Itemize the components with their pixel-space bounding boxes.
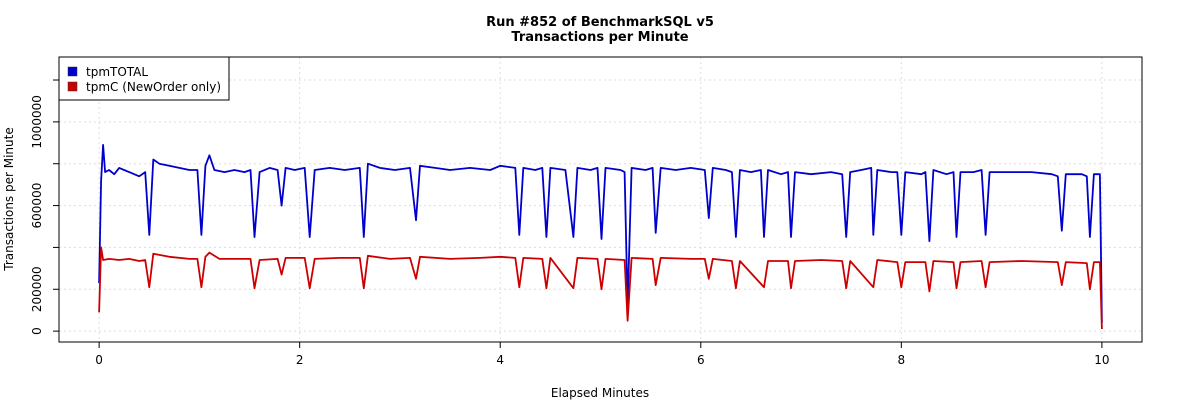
x-tick-label: 4 xyxy=(496,353,504,367)
chart-subtitle: Transactions per Minute xyxy=(511,30,688,45)
x-tick-label: 10 xyxy=(1094,353,1109,367)
x-axis-label: Elapsed Minutes xyxy=(551,386,649,400)
y-tick-label: 600000 xyxy=(30,183,44,229)
y-tick-label: 0 xyxy=(30,327,44,335)
y-tick-label: 200000 xyxy=(30,266,44,312)
series-line-tpmc xyxy=(98,246,1103,330)
series-lines xyxy=(98,144,1103,330)
plot-frame xyxy=(58,56,1143,343)
legend-label-tpmc: tpmC (NewOrder only) xyxy=(86,80,221,94)
series-line-tpmtotal xyxy=(98,144,1103,323)
legend-box xyxy=(58,56,230,101)
legend-label-tpmtotal: tpmTOTAL xyxy=(86,65,148,79)
x-tick-label: 6 xyxy=(697,353,705,367)
x-tick-label: 2 xyxy=(296,353,304,367)
legend: tpmTOTAL tpmC (NewOrder only) xyxy=(58,56,230,101)
y-axis-label: Transactions per Minute xyxy=(2,127,16,271)
legend-swatch-tpmc xyxy=(67,81,78,92)
chart-title: Run #852 of BenchmarkSQL v5 xyxy=(486,15,714,30)
x-tick-label: 0 xyxy=(95,353,103,367)
y-tick-label: 1000000 xyxy=(30,95,44,148)
y-axis: 0 200000 600000 1000000 xyxy=(30,79,59,335)
x-axis: 0 2 4 6 8 10 xyxy=(95,342,1110,367)
legend-swatch-tpmtotal xyxy=(67,66,78,77)
x-tick-label: 8 xyxy=(898,353,906,367)
